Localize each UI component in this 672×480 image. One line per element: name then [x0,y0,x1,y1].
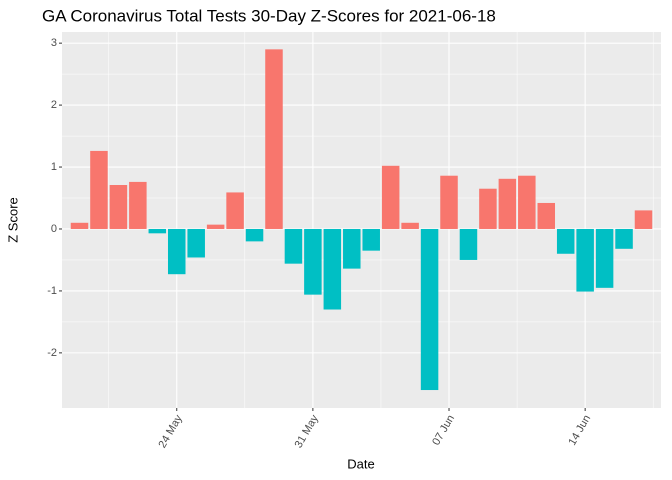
bar [265,49,283,229]
y-tick-label: -2 [47,347,57,359]
bar [440,175,458,229]
bar [284,228,303,264]
panel [62,32,661,408]
bar [206,224,225,229]
bar [420,228,439,391]
y-tick-label: -1 [47,285,57,297]
bar [595,228,614,288]
bar [226,192,244,229]
bar [109,185,128,229]
bar [70,222,89,229]
x-tick-label: 07 Jun [430,413,457,448]
bar [362,228,380,251]
y-tick-label: 2 [51,99,57,111]
bar [187,228,205,258]
x-tick-label: 31 May [293,413,322,451]
bar [459,228,478,260]
x-tick-label: 24 May [156,413,185,451]
bar [245,228,264,242]
x-axis-title: Date [347,456,374,471]
bar [167,228,186,275]
y-tick-label: 1 [51,161,57,173]
bar [90,150,108,229]
x-tick-label: 14 Jun [566,413,593,448]
y-tick-label: 0 [51,223,57,235]
bar [518,175,536,229]
bar [401,222,419,229]
bar [148,228,167,234]
bar [323,228,342,310]
bar [129,181,147,229]
y-tick-label: 3 [51,37,57,49]
bar [304,228,322,295]
bar [479,188,497,229]
bar [498,178,517,229]
bar [343,228,361,269]
chart-title: GA Coronavirus Total Tests 30-Day Z-Scor… [42,6,496,25]
bar [556,228,575,254]
bar [381,165,400,229]
y-axis-title: Z Score [5,197,20,243]
bar [537,202,556,229]
bar [615,228,633,249]
bar [576,228,594,292]
bar [634,210,653,229]
